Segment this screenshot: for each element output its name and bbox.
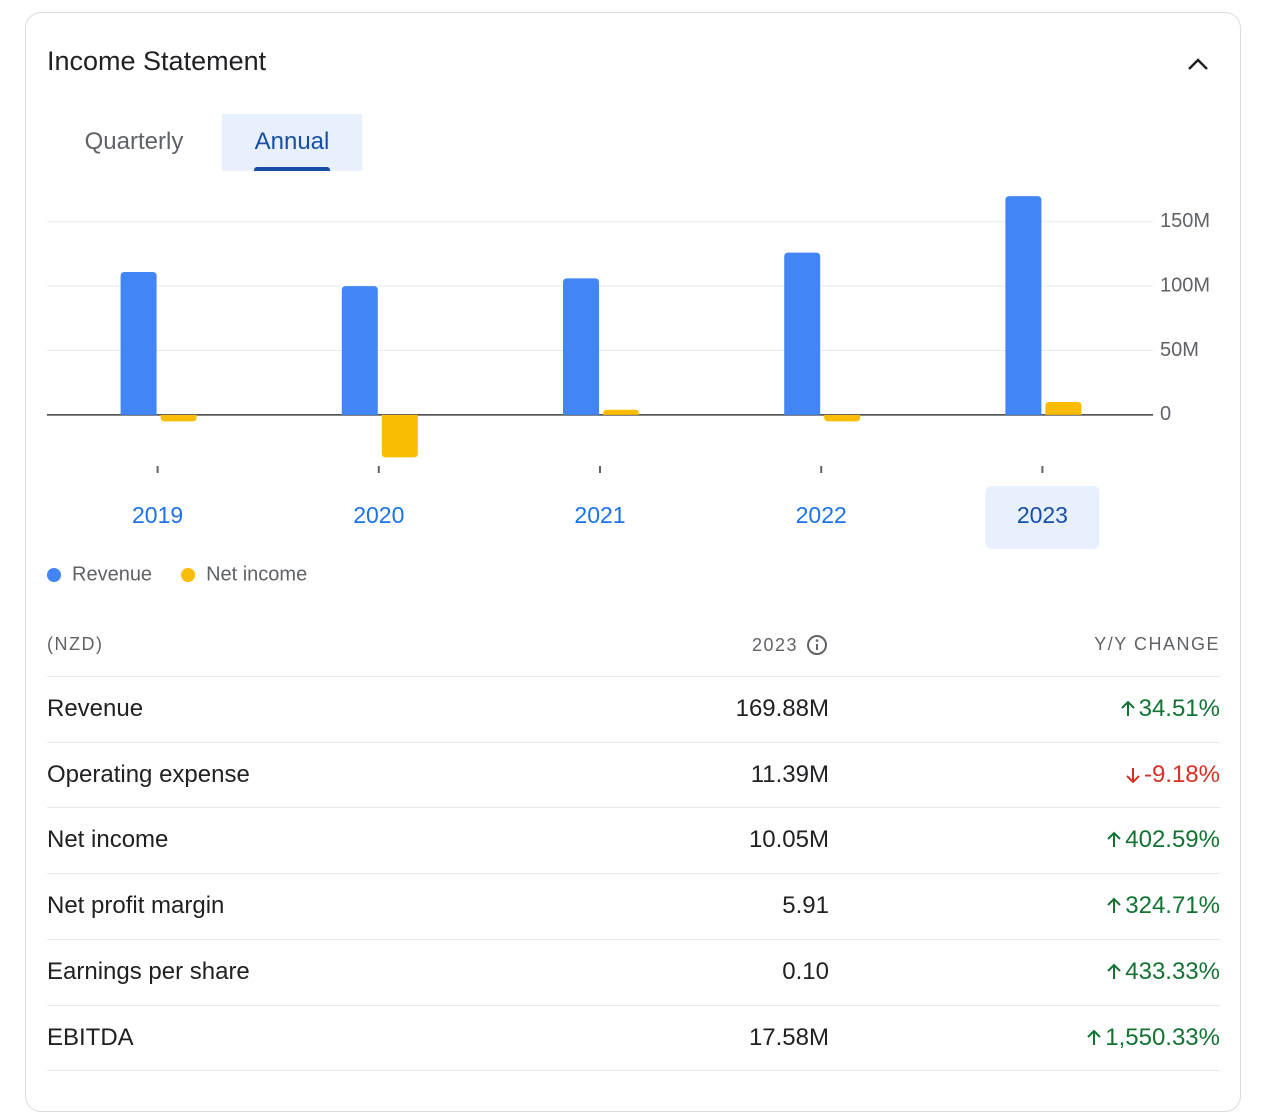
page: {"header": {"title": "Income Statement"}…	[25, 12, 1241, 1112]
change-text: 433.33%	[1125, 957, 1220, 985]
tab[interactable]: Quarterly	[84, 128, 184, 155]
bar	[341, 286, 378, 415]
tab-indicator	[254, 167, 330, 171]
x-tick-label[interactable]: 2019	[132, 502, 183, 528]
arrow-up	[1107, 963, 1121, 979]
row-label: Net profit margin	[47, 892, 225, 920]
y-tick-label: 150M	[1160, 210, 1210, 232]
row-label: Operating expense	[47, 760, 250, 788]
row-value: 17.58M	[748, 1023, 829, 1051]
column-header: 2023	[752, 634, 828, 656]
legend-marker	[181, 568, 196, 582]
arrow-down	[1126, 767, 1140, 784]
bar	[1045, 401, 1082, 415]
table-row: Revenue 169.88M 34.51%	[47, 676, 1220, 742]
y-tick-label: 0	[1160, 403, 1171, 425]
card-title: Income Statement	[47, 46, 267, 76]
bar	[381, 414, 418, 458]
row-value: 0.10	[782, 957, 829, 985]
x-tick-label[interactable]: 2023	[1017, 502, 1068, 528]
row-change: 402.59%	[1105, 808, 1220, 872]
column-header-text: 2023	[751, 634, 798, 655]
row-value: 11.39M	[750, 760, 829, 788]
table-row: Net profit margin 5.91 324.71%	[47, 873, 1220, 939]
bar	[824, 414, 861, 422]
arrow-up	[1107, 831, 1121, 848]
y-tick-label: 100M	[1160, 274, 1210, 296]
change-text: 402.59%	[1125, 826, 1220, 854]
row-value: 5.91	[782, 892, 829, 920]
tab-selected[interactable]: Annual	[222, 114, 362, 171]
row-change: 1,550.33%	[1085, 1006, 1220, 1070]
column-header: (NZD)	[47, 634, 104, 654]
bar	[784, 252, 821, 415]
arrow-up	[1087, 1029, 1101, 1045]
table-row-end	[47, 1070, 1220, 1072]
table-row: Net income 10.05M 402.59%	[47, 807, 1220, 873]
row-label: Earnings per share	[47, 957, 250, 985]
table-row: Operating expense 11.39M -9.18%	[47, 741, 1220, 808]
row-value: 10.05M	[748, 826, 829, 854]
x-tick-label[interactable]: 2022	[796, 502, 847, 528]
change-text: -9.18%	[1143, 760, 1220, 788]
row-change: -9.18%	[1124, 743, 1220, 807]
x-tick-label[interactable]: 2021	[574, 502, 625, 528]
change-text: 34.51%	[1138, 695, 1220, 722]
table-row: Earnings per share 0.10 433.33%	[47, 938, 1220, 1005]
table-row: EBITDA 17.58M 1,550.33%	[47, 1004, 1220, 1071]
selected-category	[985, 486, 1100, 549]
legend-label: Revenue	[72, 563, 152, 585]
row-change: 324.71%	[1105, 874, 1220, 938]
row-change: 433.33%	[1105, 940, 1220, 1004]
row-change: 34.51%	[1119, 677, 1220, 741]
x-tick-label[interactable]: 2020	[353, 502, 404, 528]
bar	[160, 414, 197, 422]
legend-label: Net income	[206, 563, 307, 585]
row-label: Net income	[47, 826, 169, 854]
info-icon[interactable]	[806, 634, 828, 656]
bar	[1005, 196, 1042, 415]
row-label: Revenue	[47, 695, 144, 722]
y-tick-label: 50M	[1160, 339, 1199, 361]
chart: 0 50M 100M 150M 2019 2020 2021 2022 2023 Revenue N…	[47, 196, 1210, 585]
change-text: 1,550.33%	[1105, 1023, 1220, 1051]
arrow-up	[1107, 897, 1121, 914]
bar	[120, 271, 157, 415]
change-text: 324.71%	[1125, 892, 1220, 920]
legend-marker	[47, 568, 61, 582]
row-value: 169.88M	[735, 695, 829, 722]
tab-label: Annual	[254, 128, 330, 155]
row-label: EBITDA	[47, 1023, 134, 1051]
column-header: Y/Y CHANGE	[1094, 634, 1220, 654]
bar	[603, 409, 639, 415]
bar	[563, 278, 599, 415]
collapse-button[interactable]	[1184, 52, 1212, 76]
arrow-up	[1120, 700, 1135, 716]
